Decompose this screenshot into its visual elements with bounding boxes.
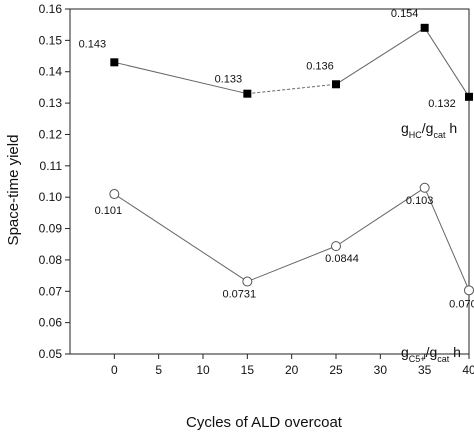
series-line-segment [424,27,470,98]
data-point-square [332,80,340,89]
x-tick-label: 30 [374,363,388,377]
plot-frame [69,8,470,355]
data-point-square [243,89,252,98]
data-point-circle [331,241,341,252]
x-axis-title: Cycles of ALD overcoat [186,414,343,431]
y-tick-label: 0.09 [39,222,63,236]
axes: 0.05 0.06 0.07 0.08 0.09 0.10 0.11 0.12 0.13 0.14… [39,2,474,377]
x-tick-label: 35 [418,363,432,377]
series-line-segment [114,61,248,95]
data-label: 0.132 [428,98,456,110]
y-tick-label: 0.06 [39,316,63,330]
x-tick-label: 20 [285,363,299,377]
data-point-square [420,23,429,32]
data-point-circle [109,189,120,200]
y-tick-label: 0.15 [39,33,63,47]
y-axis-title: Space-time yield [5,135,22,246]
y-tick-label: 0.10 [39,190,63,204]
data-label: 0.154 [391,8,419,20]
data-point-circle [242,276,253,287]
y-tick-label: 0.14 [39,65,63,79]
data-point-circle [419,182,430,193]
series-label-c5: gC5+/gcat h [401,344,461,364]
series-markers [109,23,474,296]
series-line-segment [335,187,425,247]
series-line-segment [247,83,337,95]
y-tick-label: 0.16 [39,2,63,16]
data-label: 0.0844 [325,253,359,265]
data-label: 0.136 [306,60,334,72]
series-label-hc: gHC/gcat h [401,120,457,140]
x-tick-label: 0 [111,363,118,377]
data-label: 0.101 [95,205,123,217]
series-line-segment [424,187,470,291]
series-line-segment [247,245,337,283]
y-tick-label: 0.13 [39,96,63,110]
y-tick-label: 0.08 [39,253,63,267]
data-point-circle [464,285,474,296]
data-label: 0.0731 [223,289,257,301]
series-line-segment [335,27,425,85]
x-tick-label: 40 [462,363,474,377]
x-tick-label: 25 [329,363,343,377]
data-label: 0.103 [406,195,434,207]
x-tick-label: 15 [241,363,255,377]
x-tick-label: 10 [196,363,210,377]
y-tick-label: 0.12 [39,127,63,141]
series-line-segment [114,193,248,282]
data-point-square [110,58,119,67]
data-label: 0.143 [79,38,107,50]
data-point-square [465,92,473,101]
data-labels: 0.143 0.133 0.136 0.154 0.132 0.101 0.0731 0.08… [79,8,474,311]
y-tick-label: 0.07 [39,284,63,298]
x-tick-label: 5 [155,363,162,377]
data-label: 0.0703 [449,298,474,310]
y-tick-label: 0.11 [40,159,63,173]
y-tick-label: 0.05 [39,347,63,361]
data-label: 0.133 [215,74,243,86]
series-lines [114,27,470,291]
